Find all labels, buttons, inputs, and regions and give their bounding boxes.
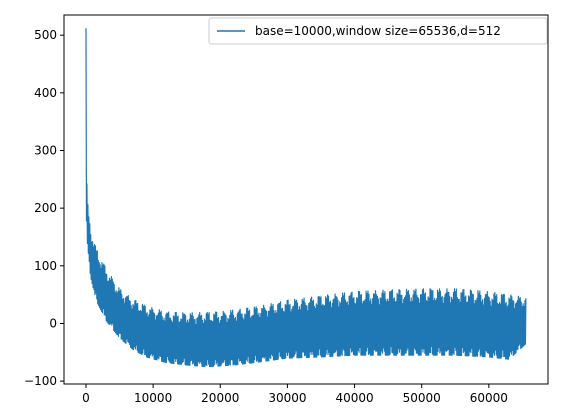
axes: 0 10000 20000 30000 40000 50000 60000 −100 0 100 2… — [24, 14, 549, 405]
y-tick-label: 500 — [34, 28, 57, 42]
series-line-0 — [85, 28, 527, 368]
x-tick-label: 0 — [82, 391, 90, 405]
x-tick-label: 30000 — [268, 391, 306, 405]
x-tick-label: 10000 — [134, 391, 172, 405]
legend-frame — [208, 17, 548, 45]
y-tick-label: 100 — [34, 259, 57, 273]
legend: base=10000,window size=65536,d=512 — [208, 17, 548, 45]
y-tick-label: 200 — [34, 201, 57, 215]
y-tick-label: 0 — [49, 316, 57, 330]
x-tick-label: 60000 — [470, 391, 508, 405]
plot-area — [85, 28, 527, 368]
y-tick-label: −100 — [24, 374, 57, 388]
x-tick-label: 50000 — [403, 391, 441, 405]
x-tick-label: 20000 — [201, 391, 239, 405]
x-tick-label: 40000 — [335, 391, 373, 405]
plot-frame — [63, 14, 549, 385]
y-tick-label: 400 — [34, 86, 57, 100]
legend-label: base=10000,window size=65536,d=512 — [255, 24, 501, 38]
y-tick-label: 300 — [34, 143, 57, 157]
